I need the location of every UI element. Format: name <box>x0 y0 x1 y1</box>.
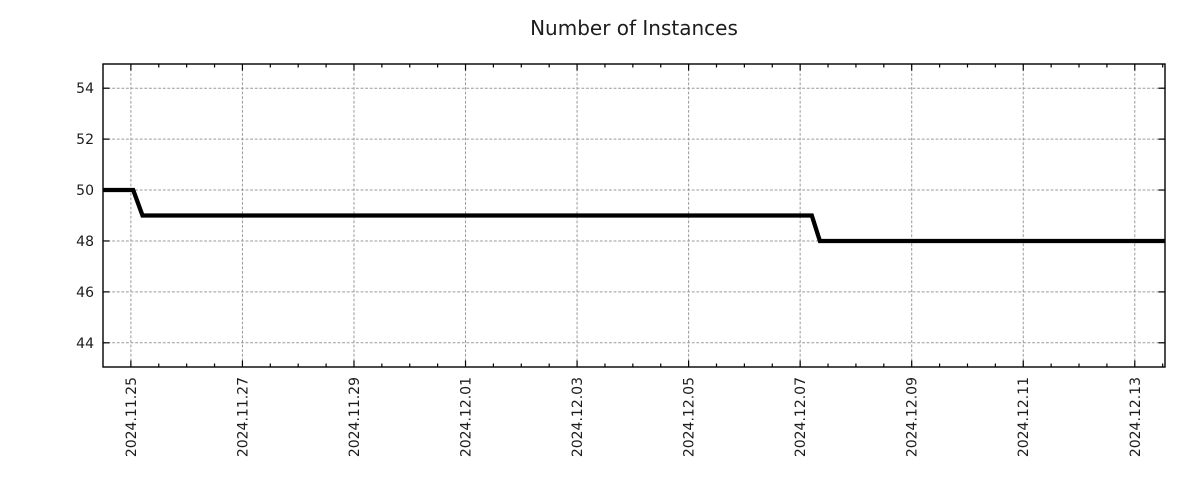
x-tick-label: 2024.12.11 <box>1016 377 1032 457</box>
y-tick-label: 54 <box>76 81 94 97</box>
x-tick-label: 2024.12.05 <box>682 377 698 457</box>
y-tick-label: 44 <box>76 336 94 352</box>
x-tick-label: 2024.12.03 <box>570 377 586 457</box>
x-tick-label: 2024.12.01 <box>459 377 475 457</box>
x-tick-label: 2024.11.29 <box>347 377 363 457</box>
y-tick-label: 50 <box>76 183 94 199</box>
x-tick-label: 2024.12.09 <box>905 377 921 457</box>
axis-labels: 44 46 48 50 52 54 2024.11.25 2024.11.27 2024.11.… <box>76 81 1144 457</box>
y-tick-label: 52 <box>76 132 94 148</box>
plot-border <box>102 63 1166 368</box>
gridlines <box>103 64 1165 367</box>
x-tick-label: 2024.12.07 <box>793 377 809 457</box>
x-tick-label: 2024.11.25 <box>124 377 140 457</box>
x-tick-label: 2024.11.27 <box>235 377 251 457</box>
y-tick-label: 46 <box>76 285 94 301</box>
x-tick-label: 2024.12.13 <box>1128 377 1144 457</box>
chart-title: Number of Instances <box>530 16 738 40</box>
data-line-instances <box>103 187 1165 244</box>
y-tick-label: 48 <box>76 234 94 250</box>
